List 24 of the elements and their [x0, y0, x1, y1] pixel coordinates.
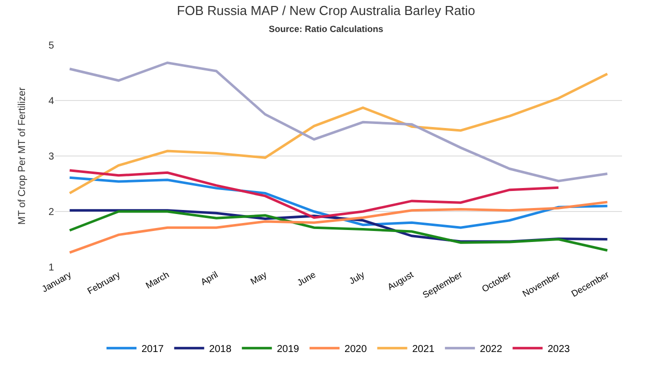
chart-subtitle: Source: Ratio Calculations	[268, 24, 384, 34]
line-series	[68, 210, 609, 252]
x-tick-label: April	[198, 269, 220, 288]
line-series	[68, 169, 560, 219]
line-series	[68, 72, 609, 194]
y-tick-label: 4	[48, 96, 54, 107]
legend-label: 2022	[480, 344, 503, 355]
legend-label: 2021	[412, 344, 435, 355]
chart-title: FOB Russia MAP / New Crop Australia Barley Ratio	[176, 3, 476, 18]
legend-label: 2019	[276, 344, 300, 355]
legend-label: 2018	[209, 344, 232, 355]
y-tick-label: 1	[48, 262, 54, 274]
x-tick-label: July	[347, 269, 367, 286]
y-tick-label: 3	[48, 152, 54, 162]
line-series	[68, 62, 609, 182]
x-tick-label: June	[295, 269, 318, 288]
line-series	[68, 200, 609, 254]
legend-label: 2017	[142, 344, 164, 355]
legend-label: 2023	[548, 344, 570, 355]
x-tick-label: May	[248, 269, 269, 287]
y-tick-label: 2	[48, 207, 54, 218]
y-axis-title: MT of Crop Per MT of Fertilizer	[17, 86, 28, 225]
y-tick-label: 5	[48, 40, 54, 52]
legend-label: 2020	[344, 344, 368, 355]
